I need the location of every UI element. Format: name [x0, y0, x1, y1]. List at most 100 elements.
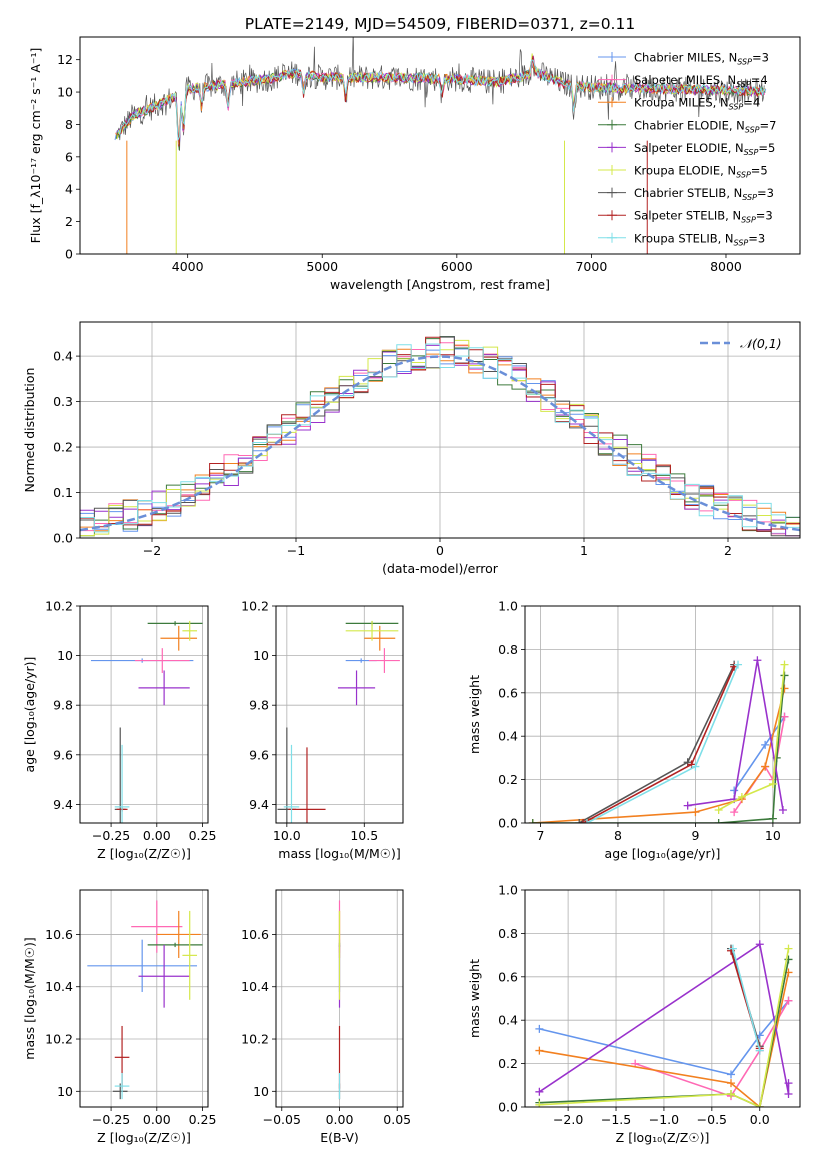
x-tick-label: 0.0	[750, 1112, 770, 1127]
weight-line	[687, 660, 784, 811]
weight-marker	[784, 1079, 793, 1088]
weight-marker	[730, 786, 739, 795]
weight-line	[539, 972, 790, 1107]
y-tick-label: 0.1	[53, 485, 73, 500]
x-tick-label: 10.0	[273, 828, 301, 843]
y-tick-label: 10.4	[45, 979, 73, 994]
legend-marker	[607, 97, 617, 108]
x-tick-label: 7000	[575, 259, 607, 274]
legend-label: Chabrier MILES, NSSP=3	[634, 51, 769, 67]
legend-marker	[607, 119, 617, 130]
weight-marker	[784, 944, 793, 953]
weight-marker	[714, 805, 723, 814]
weight-marker	[768, 779, 777, 788]
x-tick-label: 0.00	[326, 1112, 354, 1127]
axes-frame	[524, 605, 801, 824]
panel-residuals: −2 −1 0 1 2 0.0 0.1 0.2 0.3 0.4 (data-model)/error…	[22, 321, 801, 576]
y-tick-label: 0.8	[498, 926, 518, 941]
y-tick-label: 9.6	[249, 747, 269, 762]
y-tick-label: 0.6	[498, 685, 518, 700]
y-tick-label: 10	[253, 648, 269, 663]
y-tick-label: 4	[65, 182, 73, 197]
x-tick-label: 0.25	[189, 1112, 217, 1127]
y-tick-label: 9.8	[53, 698, 73, 713]
y-axis-label: mass weight	[467, 675, 482, 754]
x-tick-label: 6000	[441, 259, 473, 274]
y-tick-label: 0.4	[498, 729, 518, 744]
y-tick-label: 0.8	[498, 642, 518, 657]
x-tick-label: −0.05	[263, 1112, 301, 1127]
plot-area-mass-vs-Z	[87, 900, 203, 1100]
y-tick-label: 0.4	[53, 349, 73, 364]
weight-marker	[761, 762, 770, 771]
spectrum-legend: Chabrier MILES, NSSP=3 Salpeter MILES, NS…	[598, 51, 776, 247]
x-tick-label: 7	[537, 828, 545, 843]
x-tick-label: 8	[614, 828, 622, 843]
weight-marker	[579, 819, 588, 823]
legend-marker	[607, 142, 617, 153]
weight-line	[732, 948, 761, 1051]
plot-area-residuals	[80, 335, 800, 538]
x-tick-label: −1	[287, 543, 305, 558]
y-tick-label: 10.2	[45, 1032, 73, 1047]
weight-marker	[730, 808, 739, 817]
plot-area-weight-vs-age	[528, 656, 789, 823]
weight-marker	[728, 944, 737, 953]
legend-label: Chabrier STELIB, NSSP=3	[634, 186, 774, 202]
panel-age-vs-Z: −0.25 0.00 0.25 9.4 9.6 9.8 10 10.2 Z [log₁₀(Z/Z…	[22, 599, 217, 862]
panel-weight-vs-Z: −2.0 −1.5 −1.0 −0.5 0.0 0.0 0.2 0.4 0.6 0.8 1.0 Z […	[467, 883, 801, 1145]
panel-weight-vs-age: 7 8 9 10 0.0 0.2 0.4 0.6 0.8 1.0 age [log₁₀(age/yr…	[467, 599, 801, 861]
weight-marker	[778, 805, 787, 814]
weight-marker	[784, 996, 793, 1005]
y-axis-label: Normed distribution	[22, 368, 37, 493]
y-tick-label: 6	[65, 149, 73, 164]
y-tick-label: 10.2	[241, 599, 269, 614]
weight-line	[718, 664, 786, 811]
panel-mass-vs-EBV: −0.05 0.00 0.05 10 10.2 10.4 10.6 E(B-V)	[241, 889, 411, 1145]
x-tick-label: −0.25	[92, 828, 130, 843]
y-tick-label: 9.6	[53, 747, 73, 762]
y-tick-label: 0.3	[53, 394, 73, 409]
x-axis-label: E(B-V)	[320, 1130, 359, 1145]
y-tick-label: 0.2	[498, 1056, 518, 1071]
axes-frame	[79, 889, 209, 1108]
spectrum-line	[116, 55, 765, 142]
weight-marker	[737, 792, 746, 801]
x-tick-label: −1.5	[601, 1112, 631, 1127]
gaussian-curve	[80, 355, 800, 532]
weight-marker	[727, 1089, 736, 1098]
legend-label: Salpeter ELODIE, NSSP=5	[634, 141, 775, 157]
y-tick-label: 10.2	[241, 1032, 269, 1047]
weight-marker	[528, 819, 537, 823]
legend-marker	[607, 210, 617, 221]
panel-age-vs-mass: 10.0 10.5 9.4 9.6 9.8 10 10.2 mass [log₁₀(M/M☉)…	[241, 599, 404, 861]
weight-marker	[755, 1046, 764, 1055]
weight-marker	[535, 1024, 544, 1033]
weight-marker	[575, 819, 584, 823]
x-tick-label: 10.5	[350, 828, 378, 843]
x-axis-label: Z [log₁₀(Z/Z☉)]	[97, 1130, 191, 1145]
panel-mass-vs-Z: −0.25 0.00 0.25 10 10.2 10.4 10.6 Z [log₁₀(Z/Z☉…	[22, 889, 217, 1145]
x-axis-label: Z [log₁₀(Z/Z☉)]	[97, 846, 191, 861]
gaussian-legend-label: 𝒩(0,1)	[740, 336, 782, 351]
axes-frame	[79, 605, 209, 824]
panel-spectrum: 4000 5000 6000 7000 8000 0 2 4 6 8 10 12 wavelength …	[28, 36, 801, 292]
y-tick-label: 10	[253, 1084, 269, 1099]
weight-marker	[734, 660, 743, 669]
x-axis-label: wavelength [Angstrom, rest frame]	[330, 277, 550, 292]
weight-line	[539, 948, 790, 1107]
x-tick-label: −2.0	[553, 1112, 583, 1127]
y-tick-label: 1.0	[498, 883, 518, 898]
y-tick-label: 0.2	[498, 772, 518, 787]
weight-marker	[582, 819, 591, 823]
x-tick-label: −0.5	[697, 1112, 727, 1127]
x-tick-label: 0.25	[189, 828, 217, 843]
weight-marker	[683, 801, 692, 810]
axes-frame	[524, 889, 801, 1108]
legend-label: Kroupa MILES, NSSP=4	[634, 96, 760, 112]
axes-frame	[79, 36, 801, 255]
y-tick-label: 9.4	[249, 797, 269, 812]
x-tick-label: −0.25	[92, 1112, 130, 1127]
